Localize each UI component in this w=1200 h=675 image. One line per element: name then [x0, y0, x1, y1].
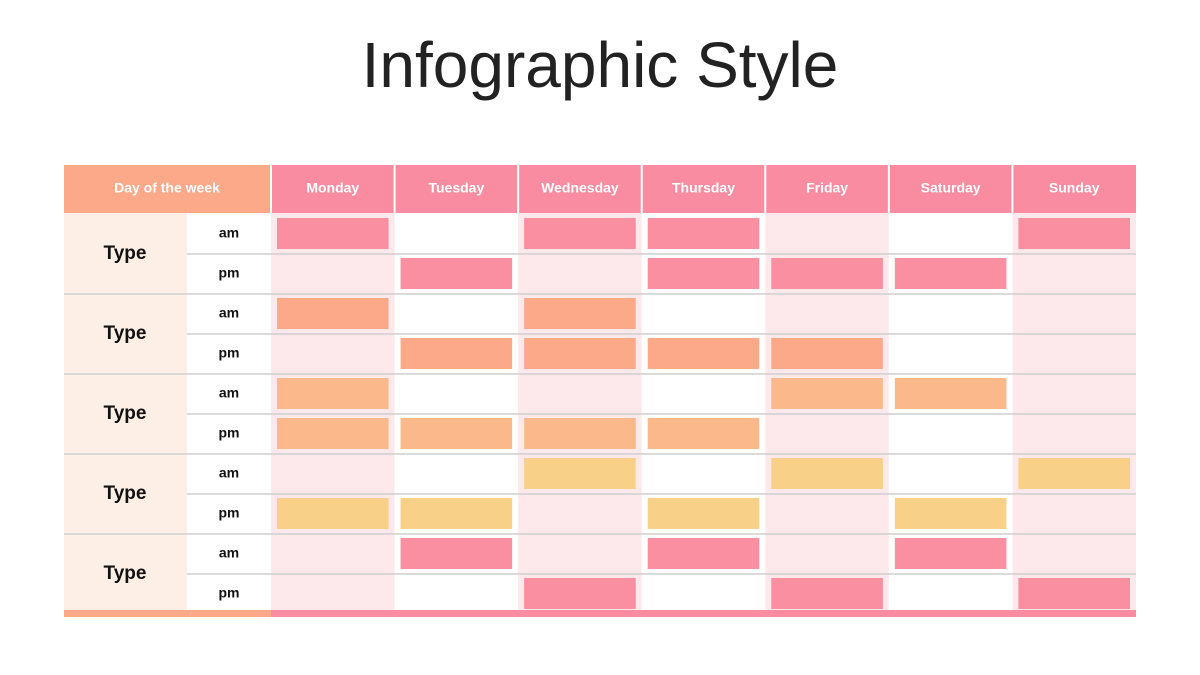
schedule-block	[771, 378, 883, 409]
header-label: Day of the week	[114, 180, 220, 196]
schedule-block	[771, 458, 883, 489]
schedule-block	[524, 578, 636, 609]
day-header	[271, 165, 395, 213]
schedule-block	[1018, 218, 1130, 249]
day-label: Wednesday	[541, 180, 619, 196]
day-label: Friday	[806, 180, 848, 196]
schedule-block	[524, 298, 636, 329]
schedule-block	[771, 578, 883, 609]
day-header	[641, 165, 766, 213]
row-label: pm	[219, 585, 240, 601]
day-header	[765, 165, 889, 213]
row-label: pm	[219, 425, 240, 441]
schedule-block	[1018, 578, 1130, 609]
row-label: am	[219, 385, 239, 401]
day-header	[394, 165, 519, 213]
schedule-block	[647, 498, 760, 529]
footer-bar	[271, 610, 1136, 617]
schedule-block	[524, 218, 636, 249]
schedule-block	[277, 418, 389, 449]
schedule-block	[277, 378, 389, 409]
schedule-block	[894, 378, 1007, 409]
schedule-block	[524, 338, 636, 369]
schedule-block	[894, 498, 1007, 529]
schedule-block	[647, 218, 760, 249]
row-label: am	[219, 545, 239, 561]
schedule-block	[277, 298, 389, 329]
group-label: Type	[104, 483, 147, 504]
schedule-block	[400, 258, 513, 289]
day-label: Saturday	[921, 180, 981, 196]
schedule-block	[400, 418, 513, 449]
schedule-block	[894, 258, 1007, 289]
footer-bar-label	[64, 610, 271, 617]
day-header	[1012, 165, 1136, 213]
schedule-block	[647, 418, 760, 449]
row-label: am	[219, 305, 239, 321]
schedule-block	[277, 498, 389, 529]
schedule-block	[524, 418, 636, 449]
day-header	[888, 165, 1013, 213]
schedule-block	[1018, 458, 1130, 489]
group-label: Type	[104, 323, 147, 344]
schedule-block	[647, 538, 760, 569]
schedule-block	[647, 338, 760, 369]
day-label: Tuesday	[428, 180, 484, 196]
row-label: pm	[219, 265, 240, 281]
row-label: pm	[219, 505, 240, 521]
day-header	[518, 165, 642, 213]
day-label: Monday	[306, 180, 359, 196]
slide-title: Infographic Style	[362, 29, 839, 101]
header-label-cell	[64, 165, 271, 213]
group-label: Type	[104, 563, 147, 584]
schedule-block	[771, 338, 883, 369]
schedule-block	[647, 258, 760, 289]
day-label: Thursday	[672, 180, 735, 196]
schedule-block	[894, 538, 1007, 569]
schedule-block	[400, 498, 513, 529]
schedule-block	[277, 218, 389, 249]
row-label: pm	[219, 345, 240, 361]
schedule-block	[524, 458, 636, 489]
group-label: Type	[104, 403, 147, 424]
day-label: Sunday	[1049, 180, 1100, 196]
group-label: Type	[104, 243, 147, 264]
row-label: am	[219, 225, 239, 241]
schedule-block	[771, 258, 883, 289]
row-label: am	[219, 465, 239, 481]
schedule-block	[400, 538, 513, 569]
schedule-block	[400, 338, 513, 369]
